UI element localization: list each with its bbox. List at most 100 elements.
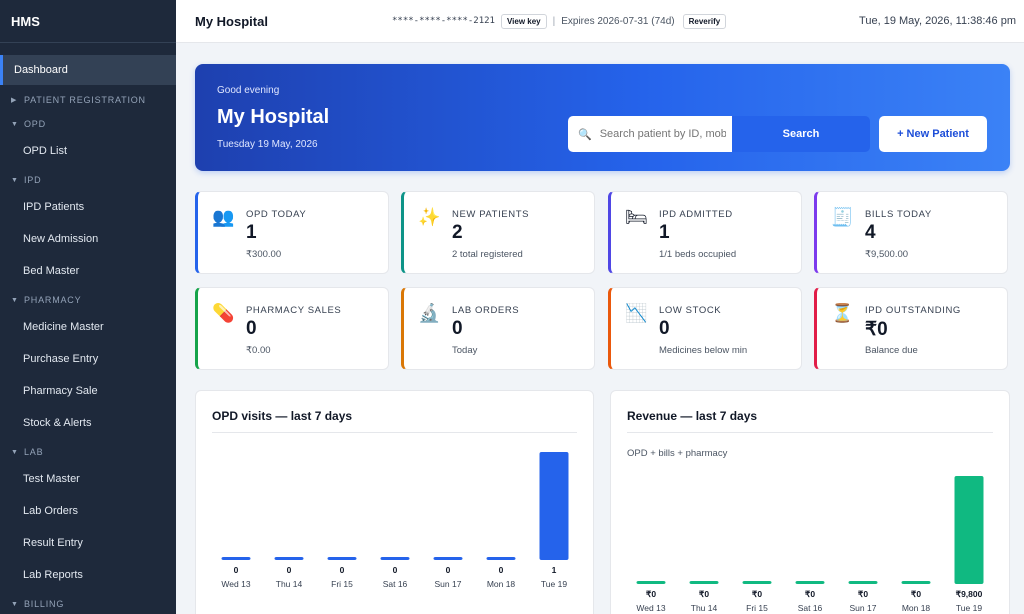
bar-value-label: 0 xyxy=(393,565,398,575)
sidebar-section-ipd[interactable]: ▼ IPD xyxy=(0,169,176,191)
bar-wed-13 xyxy=(221,557,251,560)
bed-icon: 🛏 xyxy=(625,207,648,227)
view-key-button[interactable]: View key xyxy=(500,13,547,29)
page-title: My Hospital xyxy=(195,13,268,29)
bar-value-label: ₹0 xyxy=(699,589,709,599)
stat-card-pharmacy-sales[interactable]: 💊 PHARMACY SALES 0 ₹0.00 xyxy=(195,287,389,370)
patient-search: 🔍 Search xyxy=(568,116,870,152)
bar-sat-16 xyxy=(795,581,825,584)
stat-card-ipd-outstanding[interactable]: ⏳ IPD OUTSTANDING ₹0 Balance due xyxy=(814,287,1008,370)
bar-value-label: ₹0 xyxy=(646,589,656,599)
x-tick-label: Sun 17 xyxy=(435,579,462,589)
sidebar-item-medicine-master[interactable]: Medicine Master xyxy=(23,321,104,333)
chevron-down-icon: ▼ xyxy=(11,176,19,184)
divider: | xyxy=(552,15,556,27)
search-input[interactable] xyxy=(599,128,726,140)
search-button[interactable]: Search xyxy=(732,116,870,152)
x-tick-label: Mon 18 xyxy=(902,603,931,613)
chevron-down-icon: ▼ xyxy=(11,600,19,608)
sidebar-section-patient-registration[interactable]: ▶ PATIENT REGISTRATION xyxy=(0,89,176,111)
stat-value: 0 xyxy=(659,318,670,339)
x-tick-label: Wed 13 xyxy=(221,579,250,589)
bar-value-label: 0 xyxy=(446,565,451,575)
sidebar-item-new-admission[interactable]: New Admission xyxy=(23,233,99,245)
stat-label: IPD ADMITTED xyxy=(659,209,733,220)
search-icon: 🔍 xyxy=(578,128,592,141)
top-bar: My Hospital ****-****-****-2121 View key… xyxy=(176,0,1024,43)
bar-value-label: 0 xyxy=(499,565,504,575)
sidebar-section-opd[interactable]: ▼ OPD xyxy=(0,113,176,135)
stat-label: LOW STOCK xyxy=(659,305,722,316)
stat-card-lab-orders[interactable]: 🔬 LAB ORDERS 0 Today xyxy=(401,287,595,370)
x-tick-label: Sat 16 xyxy=(383,579,408,589)
bar-mon-18 xyxy=(901,581,931,584)
sidebar-item-ipd-patients[interactable]: IPD Patients xyxy=(23,201,85,213)
chart-down-icon: 📉 xyxy=(625,303,648,323)
current-datetime: Tue, 19 May, 2026, 11:38:46 pm xyxy=(859,15,1016,27)
bar-value-label: ₹0 xyxy=(752,589,762,599)
sidebar-item-lab-orders[interactable]: Lab Orders xyxy=(23,505,79,517)
banner-date: Tuesday 19 May, 2026 xyxy=(217,139,318,150)
bar-thu-14 xyxy=(274,557,304,560)
sidebar-item-lab-reports[interactable]: Lab Reports xyxy=(23,569,83,581)
stat-subtext: ₹0.00 xyxy=(246,345,271,356)
search-field[interactable]: 🔍 xyxy=(568,116,732,152)
stat-subtext: 1/1 beds occupied xyxy=(659,249,737,260)
x-tick-label: Mon 18 xyxy=(487,579,516,589)
x-tick-label: Thu 14 xyxy=(691,603,718,613)
bar-value-label: 0 xyxy=(287,565,292,575)
receipt-icon: 🧾 xyxy=(831,207,854,227)
sidebar-item-test-master[interactable]: Test Master xyxy=(23,473,80,485)
stat-subtext: Balance due xyxy=(865,345,918,356)
sidebar-item-purchase-entry[interactable]: Purchase Entry xyxy=(23,353,99,365)
stat-card-opd-today[interactable]: 👥 OPD TODAY 1 ₹300.00 xyxy=(195,191,389,274)
sidebar-section-label: OPD xyxy=(24,119,46,129)
x-tick-label: Sat 16 xyxy=(798,603,823,613)
reverify-button[interactable]: Reverify xyxy=(682,13,727,29)
x-tick-label: Tue 19 xyxy=(541,579,567,589)
stat-card-new-patients[interactable]: ✨ NEW PATIENTS 2 2 total registered xyxy=(401,191,595,274)
chevron-down-icon: ▼ xyxy=(11,296,19,304)
new-patient-button[interactable]: + New Patient xyxy=(879,116,987,152)
stat-card-ipd-admitted[interactable]: 🛏 IPD ADMITTED 1 1/1 beds occupied xyxy=(608,191,802,274)
sidebar-section-label: IPD xyxy=(24,175,42,185)
bar-sun-17 xyxy=(433,557,463,560)
hourglass-icon: ⏳ xyxy=(831,303,854,323)
stat-label: IPD OUTSTANDING xyxy=(865,305,961,316)
sidebar-item-bed-master[interactable]: Bed Master xyxy=(23,265,80,277)
bar-sun-17 xyxy=(848,581,878,584)
opd-visits-panel: OPD visits — last 7 days 0 Wed 13 0 Thu 14 0… xyxy=(195,390,594,614)
opd-chart-title: OPD visits — last 7 days xyxy=(212,409,353,423)
sidebar-item-result-entry[interactable]: Result Entry xyxy=(23,537,83,549)
stat-value: 4 xyxy=(865,222,876,243)
bar-wed-13 xyxy=(636,581,666,584)
revenue-panel: Revenue — last 7 days OPD + bills + phar… xyxy=(610,390,1010,614)
stat-label: BILLS TODAY xyxy=(865,209,932,220)
brand-logo: HMS xyxy=(0,0,176,43)
sidebar-item-opd-list[interactable]: OPD List xyxy=(23,145,68,157)
stat-card-bills-today[interactable]: 🧾 BILLS TODAY 4 ₹9,500.00 xyxy=(814,191,1008,274)
sidebar-section-lab[interactable]: ▼ LAB xyxy=(0,441,176,463)
stat-subtext: ₹300.00 xyxy=(246,249,282,260)
people-icon: 👥 xyxy=(212,207,235,227)
sidebar-item-pharmacy-sale[interactable]: Pharmacy Sale xyxy=(23,385,98,397)
x-tick-label: Wed 13 xyxy=(636,603,665,613)
revenue-chart: ₹0 Wed 13 ₹0 Thu 14 ₹0 Fri 15 ₹0 Sat 16 ₹0 Sun 17… xyxy=(636,476,984,613)
sidebar-item-stock-alerts[interactable]: Stock & Alerts xyxy=(23,417,92,429)
sidebar-section-label: BILLING xyxy=(24,599,65,609)
sidebar-section-billing[interactable]: ▼ BILLING xyxy=(0,593,176,614)
chevron-right-icon: ▶ xyxy=(11,97,18,104)
sidebar-section-label: PATIENT REGISTRATION xyxy=(24,95,146,105)
bar-fri-15 xyxy=(742,581,772,584)
x-tick-label: Sun 17 xyxy=(850,603,877,613)
bar-mon-18 xyxy=(486,557,516,560)
stat-value: 2 xyxy=(452,222,463,243)
stat-card-low-stock[interactable]: 📉 LOW STOCK 0 Medicines below min xyxy=(608,287,802,370)
sidebar-item-dashboard[interactable]: Dashboard xyxy=(0,55,176,85)
sidebar-section-pharmacy[interactable]: ▼ PHARMACY xyxy=(0,289,176,311)
bar-thu-14 xyxy=(689,581,719,584)
stat-subtext: Today xyxy=(452,345,478,356)
stat-subtext: 2 total registered xyxy=(452,249,523,260)
bar-value-label: ₹9,800 xyxy=(956,589,983,599)
revenue-chart-title: Revenue — last 7 days xyxy=(627,409,758,423)
